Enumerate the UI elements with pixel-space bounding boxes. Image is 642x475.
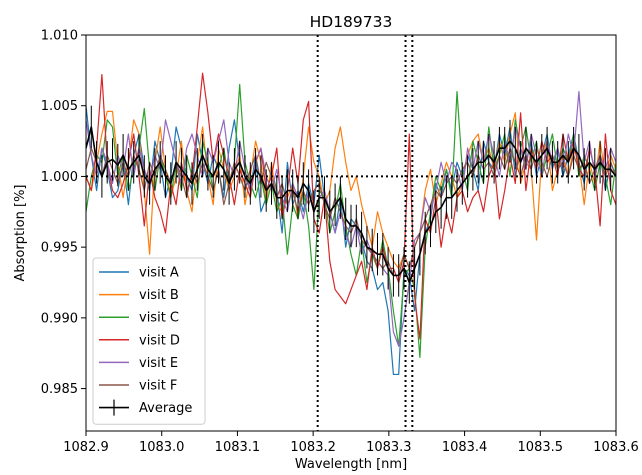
- legend-label-average: Average: [139, 401, 192, 416]
- y-tick-label: 1.010: [41, 29, 78, 44]
- legend-box: [92, 257, 206, 425]
- y-tick-label: 1.005: [41, 99, 78, 114]
- y-tick-label: 0.990: [41, 311, 78, 326]
- y-tick-label: 0.985: [41, 382, 78, 397]
- x-axis: 1082.9 1083.0 1083.1 1083.2 1083.3 1083.4 1083…: [63, 431, 639, 455]
- legend-label-visit-f: visit F: [139, 379, 177, 394]
- x-tick-label: 1083.4: [442, 440, 488, 455]
- y-tick-label: 0.995: [41, 241, 78, 256]
- legend: visit A visit B visit C visit D visit E visit…: [92, 257, 206, 425]
- y-axis-label: Absorption [%]: [13, 185, 28, 282]
- chart-title: HD189733: [310, 13, 393, 31]
- series-line-visit-c: [86, 83, 616, 359]
- x-tick-label: 1082.9: [63, 440, 109, 455]
- legend-label-visit-b: visit B: [139, 288, 179, 303]
- x-tick-label: 1083.1: [215, 440, 261, 455]
- x-tick-label: 1083.6: [593, 440, 639, 455]
- x-tick-label: 1083.3: [366, 440, 412, 455]
- series-line-visit-b: [86, 110, 616, 269]
- legend-label-visit-a: visit A: [139, 266, 179, 281]
- plot-frame: [85, 34, 617, 432]
- legend-label-visit-c: visit C: [139, 311, 179, 326]
- legend-label-visit-e: visit E: [139, 356, 178, 371]
- legend-label-visit-d: visit D: [139, 333, 180, 348]
- x-tick-label: 1083.5: [518, 440, 564, 455]
- x-tick-label: 1083.2: [290, 440, 336, 455]
- x-axis-label: Wavelength [nm]: [295, 457, 407, 472]
- x-tick-label: 1083.0: [139, 440, 185, 455]
- y-tick-label: 1.000: [41, 170, 78, 185]
- y-axis: 0.985 0.990 0.995 1.000 1.005 1.010: [41, 29, 86, 397]
- reference-lines: [86, 35, 616, 431]
